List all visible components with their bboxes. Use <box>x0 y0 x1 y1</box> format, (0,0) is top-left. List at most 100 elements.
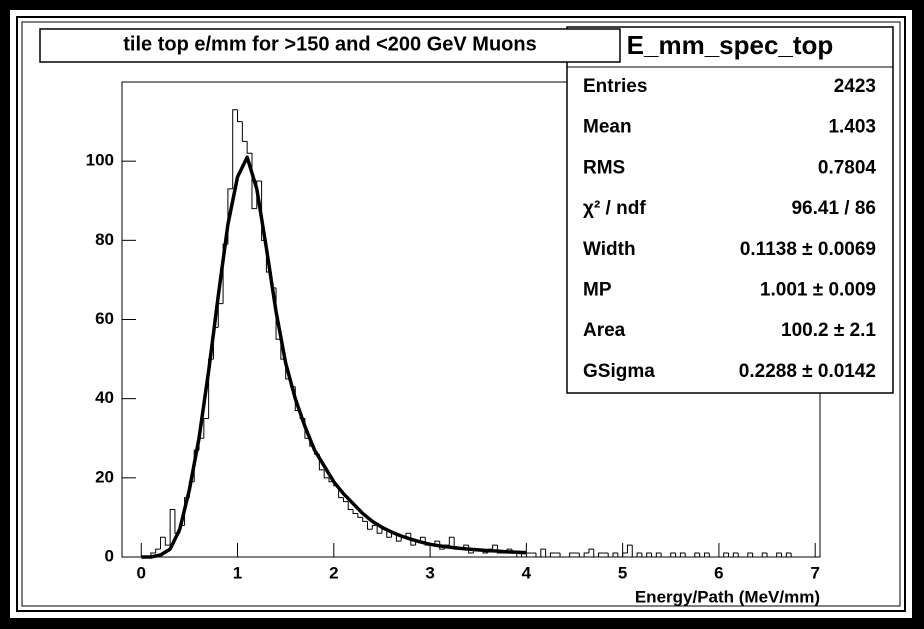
histogram-bin <box>439 541 445 550</box>
histogram-bin <box>386 529 392 538</box>
histogram-bin <box>549 552 556 557</box>
histogram-bin <box>492 544 498 550</box>
histogram-bin <box>357 513 363 518</box>
x-tick-label: 1 <box>233 563 242 582</box>
title-box <box>39 28 621 63</box>
histogram-bin <box>776 552 782 557</box>
histogram-bin <box>752 553 758 558</box>
stats-label: Entries <box>583 76 647 97</box>
histogram-bin <box>448 536 455 546</box>
histogram-bin <box>785 552 792 557</box>
histogram-bin <box>660 553 666 558</box>
histogram-bin <box>376 525 382 534</box>
histogram-bin <box>342 497 349 503</box>
histogram-bin <box>679 552 686 557</box>
fit-curve <box>141 155 527 559</box>
histogram-bin <box>612 552 618 557</box>
canvas-frame <box>16 16 906 612</box>
histogram-bin <box>155 548 161 554</box>
stats-label: Width <box>583 239 636 260</box>
histogram-bin <box>646 552 652 557</box>
x-tick-label: 5 <box>618 563 627 582</box>
stats-value: 1.403 <box>828 117 876 138</box>
stats-value: 100.2 ± 2.1 <box>781 320 876 341</box>
histogram-bin <box>626 544 633 554</box>
histogram-bin <box>593 549 599 558</box>
x-tick-label: 3 <box>425 563 434 582</box>
histogram-bin <box>684 553 691 558</box>
stats-value: 0.2288 ± 0.0142 <box>739 361 876 382</box>
histogram-bin <box>675 553 681 558</box>
histogram-bin <box>559 553 565 558</box>
stats-value: 0.1138 ± 0.0069 <box>740 239 876 260</box>
stats-label: GSigma <box>583 361 655 382</box>
stats-label: Mean <box>583 117 632 138</box>
x-tick-label: 4 <box>522 563 532 582</box>
stats-label: MP <box>583 280 612 301</box>
y-tick-label: 80 <box>95 230 114 249</box>
histogram-bin <box>419 536 426 542</box>
histogram-bin <box>651 553 657 558</box>
x-tick-label: 2 <box>329 563 338 582</box>
histogram-bin <box>780 553 787 558</box>
histogram-bin <box>237 109 243 123</box>
histogram-bin <box>631 545 638 558</box>
histogram-bin <box>367 521 373 530</box>
histogram-bin <box>737 553 743 558</box>
histogram-bin <box>352 509 358 514</box>
histogram-bin <box>732 552 739 557</box>
y-tick-label: 20 <box>95 467 114 486</box>
x-tick-label: 0 <box>137 563 146 582</box>
histogram-bin <box>636 552 642 557</box>
histogram-bin <box>569 552 575 557</box>
histogram-bin <box>583 552 589 557</box>
histogram-bin <box>164 537 171 546</box>
x-axis-title: Energy/Path (MeV/mm) <box>635 587 820 606</box>
y-tick-label: 40 <box>95 388 114 407</box>
histogram-bin <box>246 141 252 154</box>
histogram-bin <box>323 469 329 479</box>
x-tick-label: 7 <box>810 563 819 582</box>
histogram-bin <box>607 553 614 558</box>
histogram-bin <box>578 553 585 558</box>
histogram-bin <box>694 552 700 557</box>
histogram-bin <box>545 549 551 558</box>
histogram-bin <box>160 536 166 550</box>
histogram-bin <box>617 553 623 558</box>
histogram-bin <box>708 553 715 558</box>
histogram-bin <box>728 553 734 558</box>
histogram-bin <box>670 552 676 557</box>
histogram-bin <box>790 553 796 558</box>
histogram-bin <box>169 509 175 546</box>
histogram-bin <box>766 553 772 558</box>
chart-title: tile top e/mm for >150 and <200 GeV Muon… <box>123 33 536 55</box>
histogram-bin <box>362 517 368 522</box>
histogram-bin <box>410 533 416 546</box>
histogram-bin <box>761 552 768 557</box>
histogram-bin <box>540 548 546 557</box>
histogram-bin <box>535 553 541 558</box>
histogram-bin <box>241 121 248 142</box>
stats-box: E_mm_spec_top Entries 2423 Mean 1.403 RMS 0.7… <box>566 26 894 394</box>
histogram-bin <box>699 553 705 558</box>
stats-value: 0.7804 <box>818 157 877 178</box>
y-tick-label: 100 <box>86 151 114 170</box>
x-tick-label: 6 <box>714 563 723 582</box>
stats-label: χ² / ndf <box>583 198 646 219</box>
histogram-bin <box>598 552 604 557</box>
histogram-bin <box>747 552 753 557</box>
histogram-bin <box>655 552 662 557</box>
stats-label: Area <box>583 320 626 341</box>
stats-value: 96.41 / 86 <box>791 198 876 219</box>
histogram-bin <box>232 109 238 189</box>
histogram-bin <box>641 553 647 558</box>
canvas-frame-inner <box>21 21 901 607</box>
histogram-bin <box>516 553 522 558</box>
histogram-bin <box>588 548 594 554</box>
histogram-bin <box>203 417 209 439</box>
stats-value: 2423 <box>834 76 876 97</box>
stats-frame <box>566 26 894 394</box>
histogram-bin <box>723 552 729 557</box>
stats-label: RMS <box>583 157 625 178</box>
